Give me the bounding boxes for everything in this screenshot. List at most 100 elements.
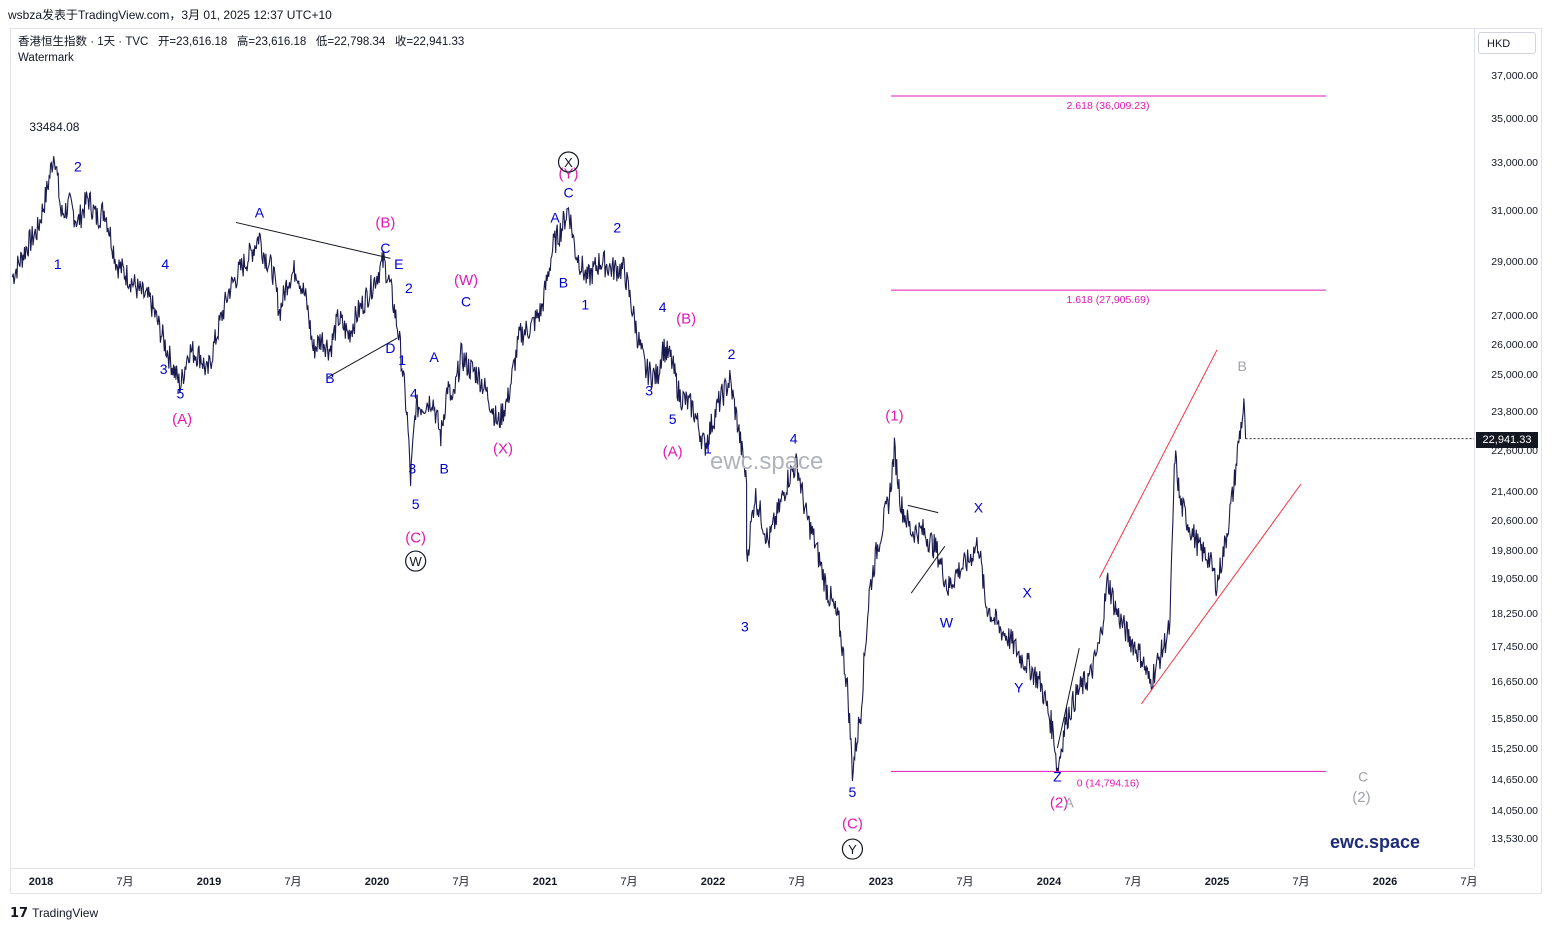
x-tick-label: 7月 [452,876,469,888]
wave-label: X [974,500,984,516]
circled-wave-label: Y [848,842,857,857]
wave-label: 5 [177,385,185,401]
circled-wave-marker [557,151,580,173]
channel-upper-line [1098,349,1218,579]
wave-label: A [550,209,560,225]
x-tick-label: 2022 [701,876,725,888]
footer: 𝟭𝟳 TradingView [10,905,98,921]
x-tick-label: 2020 [365,876,389,888]
wave-label: 4 [410,385,418,401]
tradingview-brand[interactable]: TradingView [32,906,99,920]
symbol-name[interactable]: 香港恒生指数 · 1天 · TVC [18,36,149,48]
peak-value-label: 33484.08 [29,120,79,134]
chart-frame [10,28,1542,894]
y-tick-label: 14,650.00 [1491,774,1538,786]
wave-label: (W) [454,272,478,289]
wave-label: (A) [663,444,683,461]
y-tick-label: 20,600.00 [1491,515,1538,527]
wave-label: A [429,349,439,365]
price-axis[interactable] [1474,28,1543,868]
wave-label: W [940,614,954,630]
y-tick-label: 18,250.00 [1491,608,1538,620]
last-price-tag: 22,941.33 [1476,432,1538,448]
wave-label: 1 [704,440,712,456]
y-tick-label: 14,050.00 [1491,805,1538,817]
x-tick-label: 2025 [1205,876,1229,888]
low-value: 低=22,798.34 [315,36,386,48]
wave-label: 4 [659,299,667,315]
wave-label: A [255,204,265,220]
tradingview-logo-icon[interactable]: 𝟭𝟳 [10,905,29,920]
x-tick-label: 7月 [1292,876,1309,888]
wave-label: 1 [54,256,62,272]
circled-wave-marker [841,838,864,860]
y-tick-label: 35,000.00 [1491,113,1538,125]
wedge-upper-line [907,504,939,514]
x-tick-label: 7月 [1124,876,1141,888]
x-tick-label: 7月 [284,876,301,888]
wave-label: 2 [728,346,736,362]
circled-wave-label: X [564,155,573,170]
wave-label: Y [1014,679,1024,695]
triangle-upper-line [235,221,391,259]
x-tick-label: 7月 [1460,876,1477,888]
wave-label: 3 [160,361,168,377]
wave-label: 3 [408,461,416,477]
y-tick-label: 31,000.00 [1491,205,1538,217]
wave-label: X [1022,585,1032,601]
wave-label: 5 [412,496,420,512]
close-value: 收=22,941.33 [394,36,465,48]
x-tick-label: 7月 [956,876,973,888]
wave-label: 5 [849,784,857,800]
wave-label: C [380,240,390,256]
x-tick-label: 2023 [869,876,893,888]
time-axis[interactable] [10,868,1474,895]
wave-label: 1 [581,296,589,312]
circled-wave-label: W [409,554,422,569]
wave-label: 2 [405,280,413,296]
wave-label: B [559,275,568,291]
y-tick-label: 25,000.00 [1491,369,1538,381]
chart-watermark: ewc.space [710,448,824,475]
wave-label: (X) [493,440,513,457]
wave-label: A [1064,794,1074,810]
fib-level-label: 1.618 (27,905.69) [1067,294,1150,306]
wave-label: (2) [1050,794,1068,811]
y-tick-label: 19,800.00 [1491,545,1538,557]
x-tick-label: 2018 [29,876,53,888]
wave-label: B [325,370,334,386]
y-tick-label: 26,000.00 [1491,339,1538,351]
impulse-line [1056,648,1080,749]
wave-label: (B) [676,311,696,328]
brand-text: ewc.space [1330,832,1421,852]
x-tick-label: 2019 [197,876,221,888]
y-tick-label: 33,000.00 [1491,157,1538,169]
wedge-lower-line [910,545,946,594]
wave-label: (A) [172,411,192,428]
wave-label: 5 [669,411,677,427]
currency-selector[interactable]: HKD [1478,32,1536,54]
wave-label: E [394,256,403,272]
wave-label: B [440,461,449,477]
wave-label: (C) [842,816,863,833]
wave-label: 4 [790,430,798,446]
price-series-line [11,156,1247,782]
wave-label: (C) [405,529,426,546]
wave-label: (1) [885,408,903,425]
y-tick-label: 16,650.00 [1491,676,1538,688]
triangle-lower-line [328,337,398,378]
wave-label: (2) [1352,789,1370,806]
y-tick-label: 23,800.00 [1491,406,1538,418]
fib-level-label: 0 (14,794.16) [1077,777,1139,789]
y-tick-label: 27,000.00 [1491,310,1538,322]
wave-label: 2 [613,220,621,236]
open-value: 开=23,616.18 [157,36,228,48]
y-tick-label: 29,000.00 [1491,256,1538,268]
y-tick-label: 13,530.00 [1491,833,1538,845]
x-tick-label: 2021 [533,876,557,888]
wave-label: Z [1053,769,1062,785]
watermark-indicator-label[interactable]: Watermark [18,52,74,64]
y-tick-label: 22,600.00 [1491,445,1538,457]
wave-label: D [385,340,395,356]
